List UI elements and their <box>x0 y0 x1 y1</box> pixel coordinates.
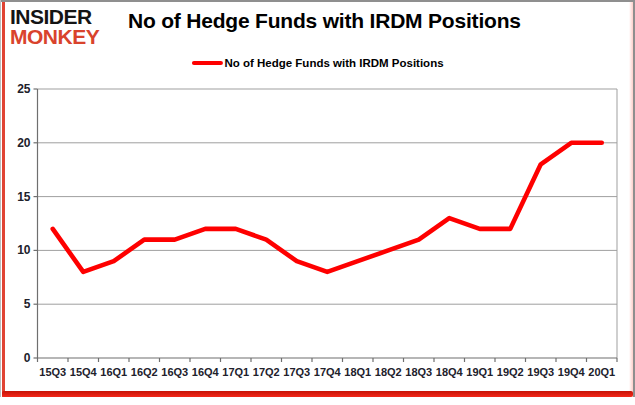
x-tick-label: 18Q4 <box>436 366 464 378</box>
legend-line-swatch <box>191 61 222 65</box>
x-tick-label: 15Q3 <box>39 366 66 378</box>
y-tick-label: 25 <box>17 82 31 96</box>
x-tick-label: 18Q2 <box>375 366 402 378</box>
x-tick-label: 20Q1 <box>588 366 615 378</box>
y-tick-label: 20 <box>17 136 31 150</box>
x-tick-label: 17Q2 <box>253 366 280 378</box>
x-tick-label: 16Q2 <box>131 366 158 378</box>
x-tick-label: 17Q4 <box>314 366 342 378</box>
chart-widget: 0 5 10 15 20 25 15Q3 15Q416Q1 16Q216Q3 16Q417Q1 17… <box>0 0 635 405</box>
x-tick-label: 19Q2 <box>497 366 524 378</box>
x-tick-label: 16Q3 <box>161 366 188 378</box>
series-line-irdm <box>53 143 602 272</box>
y-tick-label: 5 <box>24 297 31 311</box>
x-tick-label: 17Q1 <box>222 366 249 378</box>
x-tick-label: 19Q1 <box>466 366 493 378</box>
x-tick-label: 17Q3 <box>283 366 310 378</box>
x-tick-label: 19Q4 <box>558 366 586 378</box>
insider-monkey-logo: INSIDER MONKEY <box>10 7 99 47</box>
x-tick-label: 18Q1 <box>344 366 371 378</box>
x-tick-label: 16Q4 <box>192 366 220 378</box>
y-tick-label: 15 <box>17 190 31 204</box>
page-title: No of Hedge Funds with IRDM Positions <box>128 9 521 33</box>
chart-legend: No of Hedge Funds with IRDM Positions <box>191 57 443 69</box>
x-tick-label: 18Q3 <box>405 366 432 378</box>
x-tick-label: 19Q3 <box>527 366 554 378</box>
logo-monkey-text: MONKEY <box>10 27 99 47</box>
legend-label: No of Hedge Funds with IRDM Positions <box>224 57 443 69</box>
x-tick-label: 16Q1 <box>100 366 127 378</box>
y-tick-label: 0 <box>24 351 31 365</box>
logo-insider-text: INSIDER <box>10 7 99 27</box>
x-tick-label: 15Q4 <box>70 366 98 378</box>
y-tick-label: 10 <box>17 243 31 257</box>
